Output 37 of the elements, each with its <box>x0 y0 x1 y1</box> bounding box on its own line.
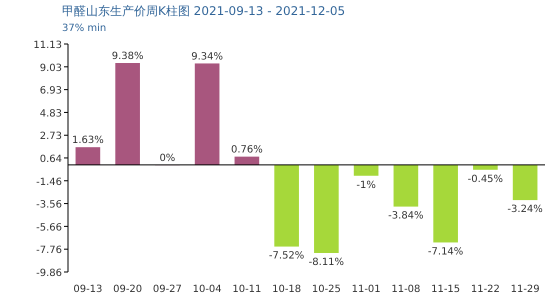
y-tick-label: -9.86 <box>36 268 62 279</box>
x-tick-label: 11-08 <box>391 284 420 295</box>
data-label: 9.38% <box>112 51 144 62</box>
y-tick-label: 4.83 <box>40 108 62 120</box>
x-tick-label: 11-22 <box>470 284 500 295</box>
chart-title: 甲醛山东生产价周K柱图 2021-09-13 - 2021-12-05 <box>62 4 346 18</box>
data-label: -7.14% <box>428 246 464 258</box>
data-label: -3.24% <box>507 204 543 216</box>
data-label: -3.84% <box>388 210 424 222</box>
y-tick-label: 11.13 <box>33 40 62 51</box>
x-tick-label: 11-29 <box>510 284 540 295</box>
x-tick-label: 09-27 <box>152 284 182 295</box>
y-tick-label: -5.66 <box>36 222 62 234</box>
data-label: -7.52% <box>268 250 304 262</box>
data-label: -8.11% <box>308 256 344 268</box>
y-tick-label: 9.03 <box>40 62 62 74</box>
data-label: 1.63% <box>72 135 104 146</box>
chart-subtitle: 37% min <box>62 23 106 34</box>
data-label: 9.34% <box>191 51 224 62</box>
x-tick-label: 09-20 <box>113 284 142 295</box>
x-tick-label: 10-11 <box>232 284 262 295</box>
x-tick-label: 11-15 <box>431 284 460 295</box>
data-label: 0% <box>159 152 176 164</box>
y-tick-label: -7.76 <box>36 245 62 256</box>
x-tick-label: 11-01 <box>352 284 381 295</box>
x-tick-label: 10-18 <box>272 284 302 295</box>
data-label: 0.76% <box>230 144 263 156</box>
x-tick-label: 10-25 <box>312 284 341 295</box>
y-tick-label: -1.46 <box>36 176 62 188</box>
y-tick-label: 2.73 <box>40 131 62 142</box>
y-tick-label: 0.64 <box>40 154 62 165</box>
x-tick-label: 09-13 <box>73 284 102 295</box>
data-label: -1% <box>356 180 376 191</box>
x-tick-label: 10-04 <box>192 284 222 295</box>
y-tick-label: 6.93 <box>40 86 62 97</box>
y-tick-label: -3.56 <box>36 200 62 211</box>
data-label: -0.45% <box>468 174 504 185</box>
